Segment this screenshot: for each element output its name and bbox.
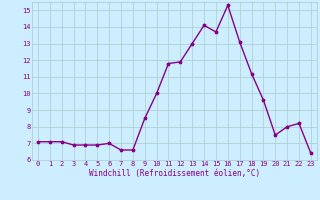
X-axis label: Windchill (Refroidissement éolien,°C): Windchill (Refroidissement éolien,°C) xyxy=(89,169,260,178)
